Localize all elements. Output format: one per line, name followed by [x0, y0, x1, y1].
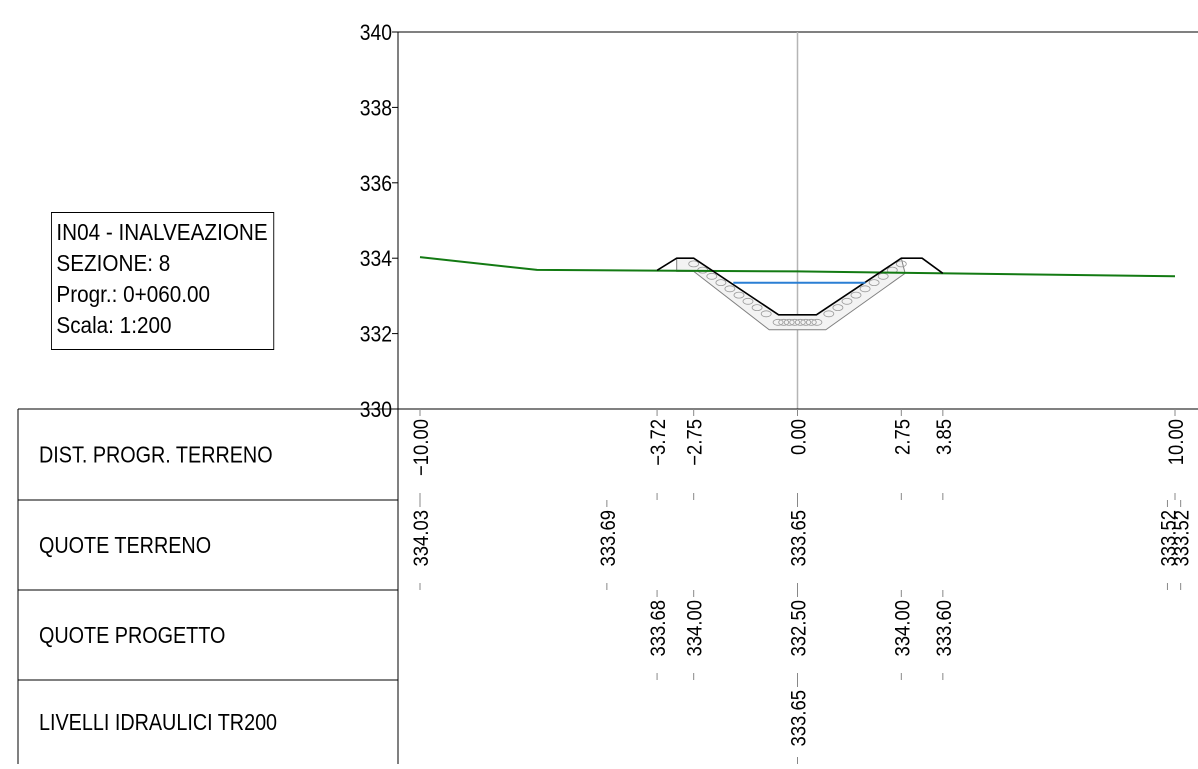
table-value-label: 334.00 [891, 600, 914, 656]
y-tick-label: 340 [360, 21, 392, 45]
table-value-label: 333.52 [1171, 510, 1194, 566]
y-tick-label: 336 [360, 172, 392, 196]
lining-stone [841, 297, 853, 305]
table-value-label: 333.68 [647, 600, 670, 656]
table-value-label: 0.00 [787, 419, 810, 455]
table-value-label: 3.85 [933, 419, 956, 455]
table-value-label: 333.69 [597, 510, 620, 566]
lining-stone [783, 318, 795, 326]
terrain-line [419, 256, 1176, 278]
lining-stone [789, 318, 801, 326]
progressive-distance: Progr.: 0+060.00 [56, 281, 211, 307]
lining-stone [760, 310, 772, 318]
table-value-label: 10.00 [1165, 419, 1188, 465]
lining-stone [832, 304, 844, 312]
lining-stone [868, 279, 880, 287]
design-profile-line [656, 257, 944, 316]
table-value-label: 334.00 [684, 600, 707, 656]
y-tick-label: 338 [360, 96, 392, 120]
table-value-label: 333.65 [787, 690, 810, 746]
lining-stone [800, 318, 812, 326]
lining-stone [688, 260, 700, 268]
section-info-box: IN04 - INALVEAZIONE SEZIONE: 8 Progr.: 0… [51, 212, 275, 350]
lining-stone [859, 285, 871, 293]
lining-stone [733, 291, 745, 299]
y-tick-label: 330 [360, 398, 392, 422]
lining-stone [742, 297, 754, 305]
table-value-label: 333.65 [787, 510, 810, 566]
table-value-label: −3.72 [647, 419, 670, 466]
y-tick-label: 334 [360, 247, 392, 271]
table-value-label: 2.75 [891, 419, 914, 455]
drawing-scale: Scala: 1:200 [56, 312, 172, 338]
lining-stone [772, 318, 784, 326]
table-value-label: 333.60 [933, 600, 956, 656]
table-value-label: 333.52 [1157, 510, 1180, 566]
lining-stone [778, 318, 790, 326]
table-value-label: 332.50 [787, 600, 810, 656]
lining-stone [811, 318, 823, 326]
table-row-label: QUOTE PROGETTO [39, 623, 225, 649]
lining-stone [850, 291, 862, 299]
lining-stone [751, 304, 763, 312]
table-row-label: DIST. PROGR. TERRENO [39, 442, 273, 468]
section-number: SEZIONE: 8 [56, 250, 171, 276]
table-value-label: −2.75 [684, 419, 707, 466]
lining-stone [823, 310, 835, 318]
lining-stone [895, 260, 907, 268]
table-value-label: −10.00 [410, 419, 433, 476]
lining-stone [706, 272, 718, 280]
lining-stone [805, 318, 817, 326]
table-row-label: LIVELLI IDRAULICI TR200 [39, 710, 277, 736]
project-title: IN04 - INALVEAZIONE [56, 219, 268, 245]
lining-stone [794, 318, 806, 326]
table-row-label: QUOTE TERRENO [39, 533, 211, 559]
lining-stone [724, 285, 736, 293]
y-tick-label: 332 [360, 322, 392, 346]
lining-stone [715, 279, 727, 287]
table-value-label: 334.03 [410, 510, 433, 566]
